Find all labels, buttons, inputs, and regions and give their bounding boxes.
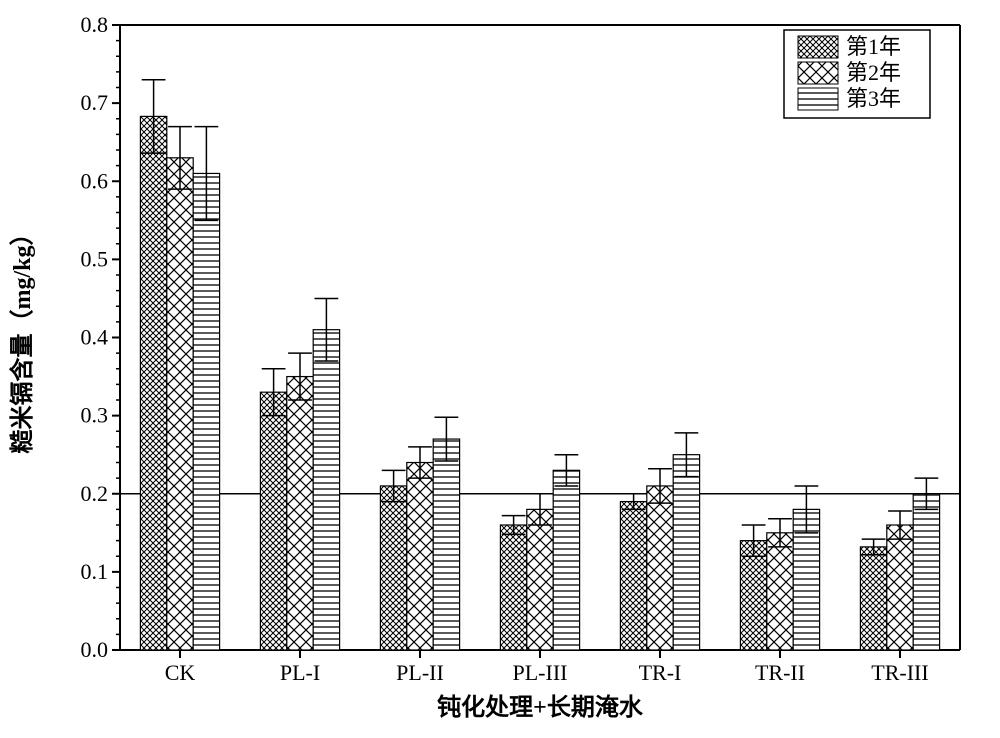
svg-text:PL-I: PL-I — [280, 660, 320, 685]
svg-text:糙米镉含量（mg/kg）: 糙米镉含量（mg/kg） — [8, 221, 36, 453]
svg-text:第3年: 第3年 — [846, 86, 901, 111]
svg-text:0.4: 0.4 — [81, 325, 109, 350]
svg-text:0.7: 0.7 — [81, 90, 109, 115]
bar-chart: 0.0 0.1 0.2 0.3 0.4 0.5 0.6 0.7 0.8 CK PL-I PL-II PL… — [0, 0, 1000, 738]
svg-text:0.0: 0.0 — [81, 637, 109, 662]
svg-text:TR-I: TR-I — [639, 660, 682, 685]
svg-text:TR-III: TR-III — [871, 660, 928, 685]
svg-text:第2年: 第2年 — [846, 60, 901, 85]
svg-text:CK: CK — [165, 660, 196, 685]
svg-text:第1年: 第1年 — [846, 34, 901, 59]
svg-text:0.2: 0.2 — [81, 481, 109, 506]
svg-text:PL-II: PL-II — [396, 660, 444, 685]
svg-text:0.1: 0.1 — [81, 559, 109, 584]
chart-container: 0.0 0.1 0.2 0.3 0.4 0.5 0.6 0.7 0.8 CK PL-I PL-II PL… — [0, 0, 1000, 738]
svg-text:PL-III: PL-III — [513, 660, 568, 685]
svg-text:钝化处理+长期淹水: 钝化处理+长期淹水 — [437, 693, 644, 721]
svg-text:0.6: 0.6 — [81, 168, 109, 193]
svg-text:0.5: 0.5 — [81, 246, 109, 271]
svg-text:0.8: 0.8 — [81, 12, 109, 37]
svg-text:0.3: 0.3 — [81, 403, 109, 428]
svg-text:TR-II: TR-II — [755, 660, 805, 685]
